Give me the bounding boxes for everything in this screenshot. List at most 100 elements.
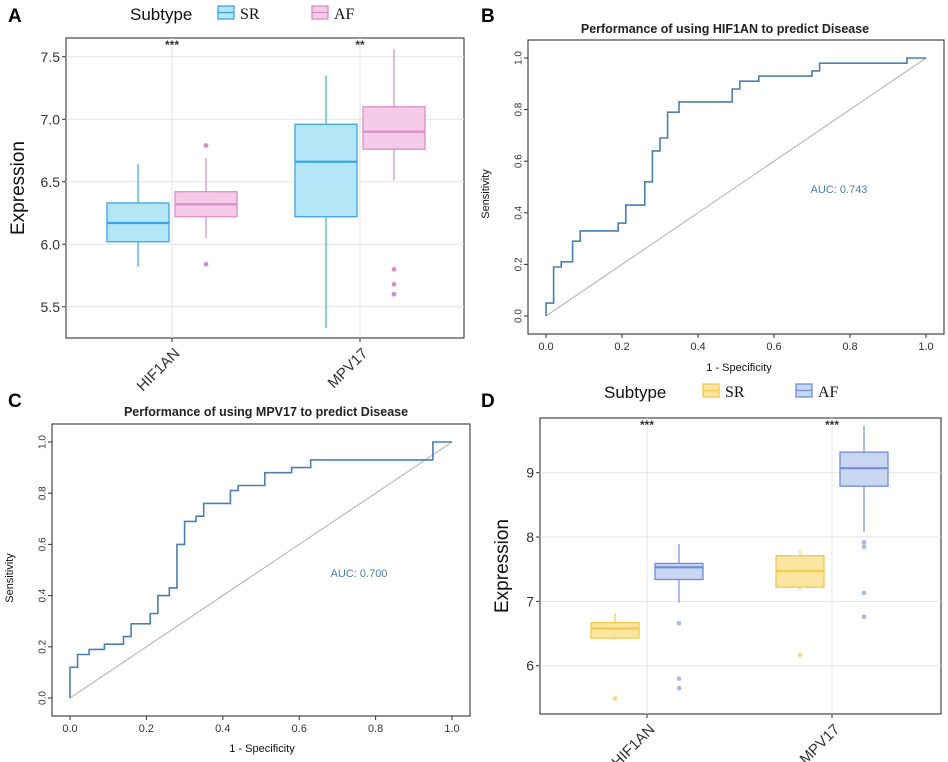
axes: 0.0 0.0 0.2 0.2 0.4 0.4 0.6 0.6 0.8 0.8 1.0 1.0 (514, 51, 934, 353)
outlier-point (797, 652, 803, 658)
y-tick-label: 1.0 (38, 435, 49, 449)
legend-title: Subtype (130, 5, 192, 24)
x-tick-label: 1.0 (444, 723, 459, 735)
y-tick-label: 0.0 (514, 309, 525, 323)
x-tick-label: 0.2 (614, 341, 629, 353)
axes: 0.0 0.0 0.2 0.2 0.4 0.4 0.6 0.6 0.8 0.8 1.0 1.0 (38, 435, 460, 735)
y-tick-label: 0.4 (514, 205, 525, 219)
x-tick-label: 0.6 (292, 723, 307, 735)
y-tick-label: 8 (526, 529, 534, 545)
roc-curve (545, 57, 926, 316)
roc-marks (69, 441, 453, 699)
outlier-point (203, 143, 209, 148)
x-tick-label: 0.8 (842, 341, 857, 353)
box-marks: *** ** (106, 38, 426, 328)
panel-label-c: C (8, 391, 22, 412)
outlier-point (676, 676, 682, 682)
x-tick-label: HIF1AN (609, 721, 659, 762)
roc-marks (545, 57, 927, 317)
y-tick-label: 7.5 (41, 49, 61, 65)
x-tick-label: 0.6 (766, 341, 781, 353)
y-tick-label: 0.6 (514, 154, 525, 168)
panel-label-b: B (481, 6, 495, 27)
y-tick-label: 7.0 (41, 111, 61, 127)
grid (540, 418, 941, 714)
panel-a-boxplot: Subtype SR AF Expression *** ** 5.56.06.5… (8, 5, 465, 395)
panel-label-d: D (481, 391, 495, 412)
x-tick-label: MPV17 (797, 721, 844, 762)
y-tick-label: 0.8 (38, 486, 49, 500)
x-tick-label: 0.0 (62, 723, 77, 735)
significance-label: *** (640, 418, 654, 432)
y-axis-title: Expression (8, 141, 29, 235)
chart-title: Performance of using MPV17 to predict Di… (124, 405, 408, 419)
outlier-point (861, 590, 867, 596)
y-axis-title: Sensitivity (480, 169, 492, 219)
outlier-point (203, 261, 209, 267)
outlier-point (676, 685, 682, 691)
y-tick-label: 7 (526, 593, 534, 609)
y-tick-label: 6.0 (41, 236, 61, 252)
outlier-point (612, 696, 618, 701)
box-sr (590, 621, 640, 639)
x-axis-title: 1 - Specificity (229, 743, 295, 755)
legend-title: Subtype (604, 383, 666, 402)
y-tick-label: 6.5 (41, 174, 61, 190)
y-tick-label: 0.0 (38, 691, 49, 705)
x-tick-label: 0.4 (690, 341, 705, 353)
diagonal-reference-line (69, 441, 453, 699)
grid (66, 38, 464, 338)
panel-b-roc: Performance of using HIF1AN to predict D… (480, 22, 945, 374)
y-tick-label: 0.6 (38, 537, 49, 551)
significance-label: *** (165, 38, 179, 52)
box-af (654, 562, 704, 581)
panel-c-roc: Performance of using MPV17 to predict Di… (4, 405, 471, 755)
legend-label-sr: SR (725, 384, 745, 401)
outlier-point (861, 539, 867, 545)
plot-frame (539, 417, 942, 715)
x-tick-label: 0.2 (139, 723, 154, 735)
x-tick-label: HIF1AN (134, 345, 184, 395)
auc-label: AUC: 0.700 (331, 568, 388, 580)
chart-title: Performance of using HIF1AN to predict D… (581, 22, 869, 36)
outlier-point (391, 291, 397, 297)
x-axis-title: 1 - Specificity (706, 362, 772, 374)
outlier-point (391, 266, 397, 272)
outlier-point (861, 614, 867, 620)
box-af (362, 106, 426, 150)
y-axis-title: Sensitivity (4, 553, 16, 603)
x-tick-label: 1.0 (918, 341, 933, 353)
plot-frame (527, 39, 945, 335)
box-sr (294, 123, 358, 218)
significance-label: ** (355, 38, 365, 52)
y-tick-label: 0.2 (514, 257, 525, 271)
outlier-point (391, 281, 397, 287)
x-tick-label: MPV17 (325, 345, 372, 392)
y-axis-title: Expression (492, 519, 513, 613)
y-tick-label: 6 (526, 658, 534, 674)
axes: 6 7 8 9 HIF1AN MPV17 (526, 465, 843, 762)
legend-label-af: AF (334, 6, 355, 23)
plot-frame (65, 37, 465, 339)
legend-label-sr: SR (240, 6, 260, 23)
outlier-point (861, 544, 867, 550)
y-tick-label: 0.8 (514, 102, 525, 116)
x-tick-label: 0.4 (215, 723, 230, 735)
y-tick-label: 5.5 (41, 299, 61, 315)
y-tick-label: 0.2 (38, 639, 49, 653)
roc-curve (69, 441, 452, 698)
box-marks: *** *** (590, 418, 889, 701)
x-tick-label: 0.8 (368, 723, 383, 735)
panel-label-a: A (8, 6, 22, 27)
y-tick-label: 0.4 (38, 588, 49, 602)
panel-d-boxplot: Subtype SR AF Expression *** *** 6 7 8 9 HIF1… (492, 383, 942, 762)
auc-label: AUC: 0.743 (811, 184, 868, 196)
y-tick-label: 9 (526, 465, 534, 481)
plot-frame (51, 423, 471, 717)
y-tick-label: 1.0 (514, 51, 525, 65)
significance-label: *** (825, 418, 839, 432)
legend-label-af: AF (818, 384, 839, 401)
outlier-point (676, 620, 682, 626)
diagonal-reference-line (545, 57, 927, 317)
